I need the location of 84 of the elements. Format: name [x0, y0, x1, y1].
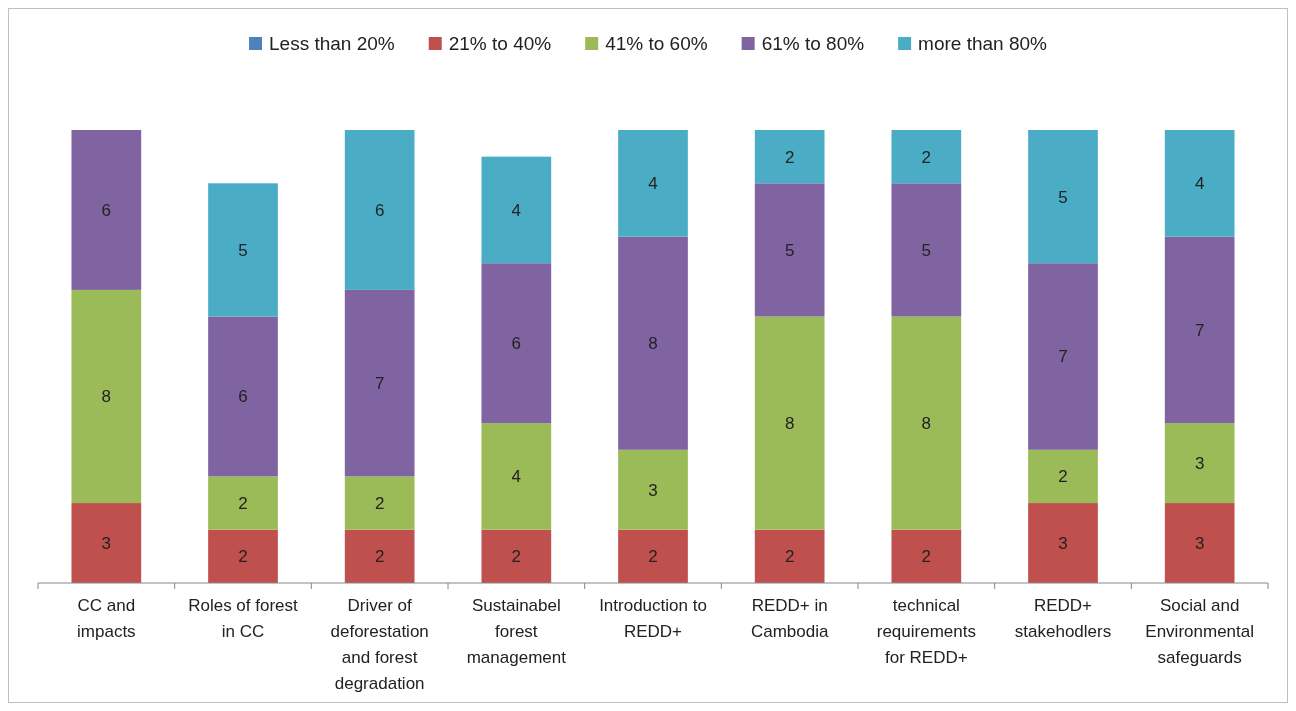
x-tick-label: Driver of deforestation and forest degradation	[330, 596, 429, 693]
bar	[481, 529, 552, 583]
x-tick-label: REDD+ in Cambodia	[750, 596, 829, 641]
bar	[208, 476, 278, 530]
data-label: 2	[374, 494, 385, 514]
data-label: 4	[511, 467, 522, 487]
bar	[1164, 503, 1235, 583]
x-tick-label: technical requirements for REDD+	[876, 596, 976, 667]
data-label: 6	[511, 334, 522, 354]
bar	[1028, 449, 1098, 504]
bar	[618, 529, 688, 583]
x-tick-label: REDD+ stakehodlers	[1014, 596, 1112, 641]
bar	[208, 316, 278, 477]
bar	[481, 156, 552, 264]
data-label: 2	[921, 147, 932, 167]
data-label: 8	[784, 414, 795, 434]
bar	[618, 236, 688, 450]
bar	[618, 449, 688, 530]
bar	[891, 130, 962, 184]
data-label: 4	[1194, 174, 1205, 194]
legend-label: 21% to 40%	[448, 33, 552, 54]
bar	[754, 316, 825, 530]
bar	[618, 130, 688, 237]
data-label: 2	[784, 147, 795, 167]
data-label: 6	[101, 200, 112, 220]
data-label: 2	[648, 547, 658, 567]
bar	[891, 316, 962, 530]
bar	[208, 183, 278, 317]
legend-label: 41% to 60%	[605, 33, 708, 54]
bar	[481, 423, 552, 530]
bar	[71, 130, 142, 290]
data-label: 8	[648, 334, 658, 354]
bar	[1164, 236, 1235, 424]
bar	[891, 183, 962, 317]
data-label: 3	[1058, 533, 1068, 553]
data-label: 2	[784, 547, 795, 567]
bar	[754, 529, 825, 583]
x-tick-label: CC and impacts	[77, 596, 136, 641]
legend-label: 61% to 80%	[761, 33, 865, 54]
data-label: 7	[374, 374, 385, 394]
data-label: 5	[238, 240, 248, 260]
bar	[344, 529, 415, 583]
bar	[1028, 503, 1098, 583]
x-tick-label: Introduction to REDD+	[599, 596, 707, 641]
x-tick-label: Sustainabel forest management	[466, 596, 567, 667]
legend-label: more than 80%	[918, 33, 1048, 54]
data-label: 2	[1058, 467, 1068, 487]
data-label: 4	[511, 200, 522, 220]
data-label: 2	[511, 547, 522, 567]
data-label: 3	[648, 480, 658, 500]
bar	[754, 183, 825, 317]
bar	[344, 476, 415, 530]
data-label: 5	[921, 240, 932, 260]
bar	[344, 130, 415, 290]
data-label: 2	[238, 494, 248, 514]
bar	[344, 289, 415, 477]
data-label: 6	[238, 387, 248, 407]
x-tick-label: Roles of forest in CC	[188, 596, 299, 641]
data-label: 2	[921, 547, 932, 567]
legend-label: Less than 20%	[269, 33, 395, 54]
bar	[754, 130, 825, 184]
data-label: 3	[101, 533, 112, 553]
data-label: 3	[1194, 454, 1205, 474]
bar	[1164, 130, 1235, 237]
data-label: 7	[1058, 347, 1068, 367]
data-label: 4	[648, 174, 658, 194]
bar	[1028, 130, 1098, 264]
data-label: 7	[1194, 320, 1205, 340]
data-label: 3	[1194, 533, 1205, 553]
data-label: 2	[238, 547, 248, 567]
data-label: 8	[101, 387, 112, 407]
bar	[481, 263, 552, 424]
data-label: 2	[374, 547, 385, 567]
bar	[71, 503, 142, 583]
x-tick-label: Social and Environmental safeguards	[1145, 596, 1254, 667]
bar	[891, 529, 962, 583]
data-label: 5	[1058, 187, 1068, 207]
data-label: 6	[374, 200, 385, 220]
data-label: 5	[784, 240, 795, 260]
bar	[208, 529, 278, 583]
bar	[71, 289, 142, 504]
bar	[1028, 263, 1098, 450]
data-label: 8	[921, 414, 932, 434]
bar	[1164, 423, 1235, 504]
